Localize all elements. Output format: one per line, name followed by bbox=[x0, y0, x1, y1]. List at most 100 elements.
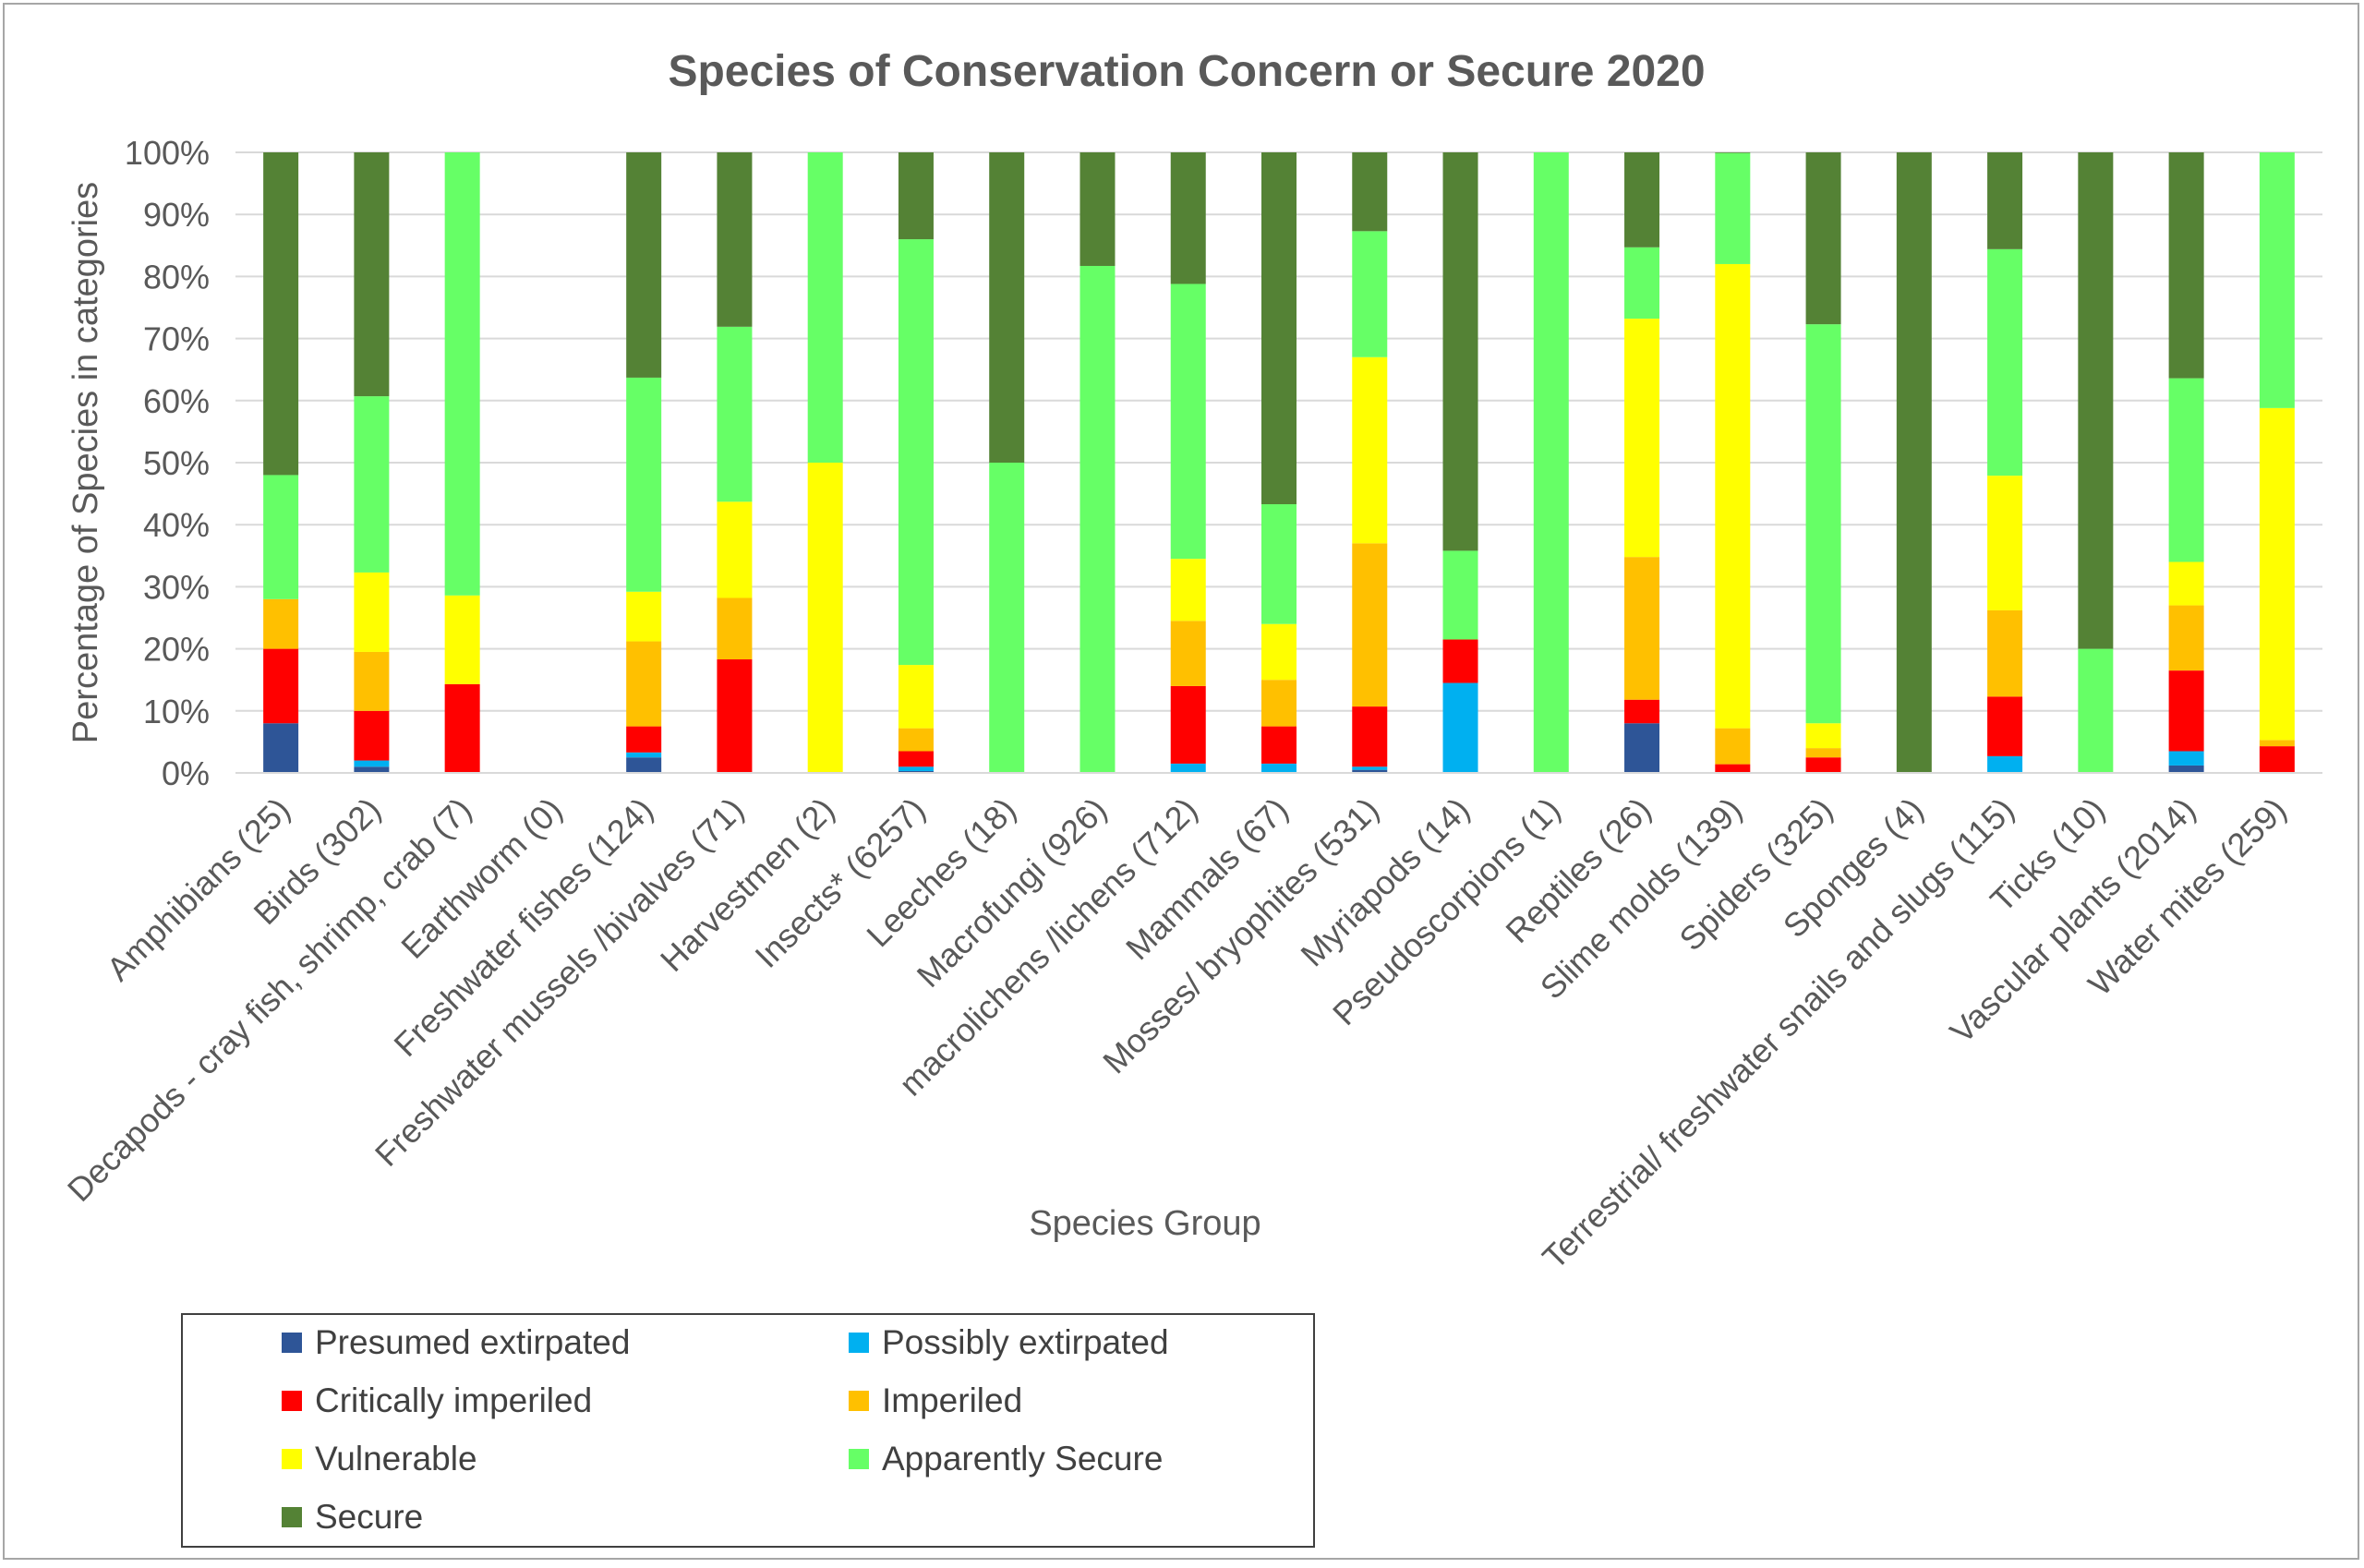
bar-segment bbox=[263, 598, 299, 649]
bar-segment bbox=[1261, 504, 1297, 624]
bar-segment bbox=[807, 463, 843, 773]
bar-segment bbox=[2168, 378, 2204, 562]
bar-segment bbox=[1715, 152, 1751, 153]
bar-segment bbox=[898, 770, 934, 773]
bar-segment bbox=[1442, 550, 1478, 640]
bar-stack bbox=[1442, 152, 1478, 773]
bar-segment bbox=[1987, 609, 2023, 697]
legend-swatch bbox=[282, 1333, 302, 1353]
bars bbox=[263, 152, 2295, 773]
bar-stack bbox=[898, 152, 934, 773]
bar-segment bbox=[1261, 680, 1297, 727]
bar-stack bbox=[354, 152, 390, 773]
bar-stack bbox=[1352, 152, 1388, 773]
bar-segment bbox=[2259, 740, 2295, 747]
legend-swatch bbox=[282, 1391, 302, 1411]
bar-segment bbox=[626, 752, 662, 758]
legend-item: Critically imperiled bbox=[282, 1381, 592, 1419]
bar-segment bbox=[1533, 152, 1569, 773]
x-tick-label: Earthworm (0) bbox=[393, 790, 569, 966]
bar-segment bbox=[1170, 763, 1206, 773]
bar-stack bbox=[989, 152, 1025, 773]
bar-segment bbox=[354, 651, 390, 711]
bar-segment bbox=[1170, 621, 1206, 686]
bar-segment bbox=[2168, 561, 2204, 606]
legend-box bbox=[181, 1313, 1315, 1548]
bar-segment bbox=[1805, 757, 1841, 773]
bar-segment bbox=[1261, 152, 1297, 505]
legend-swatch bbox=[849, 1449, 869, 1469]
y-tick-label: 20% bbox=[143, 631, 210, 669]
bar-segment bbox=[354, 710, 390, 761]
bar-segment bbox=[1352, 543, 1388, 707]
bar-segment bbox=[1715, 728, 1751, 765]
bar-stack bbox=[1715, 152, 1751, 773]
chart-title: Species of Conservation Concern or Secur… bbox=[668, 47, 1705, 96]
legend-label: Presumed extirpated bbox=[315, 1323, 630, 1361]
bar-segment bbox=[1170, 283, 1206, 560]
bar-segment bbox=[898, 766, 934, 771]
y-tick-label: 0% bbox=[162, 754, 210, 792]
bar-stack bbox=[1261, 152, 1297, 773]
x-tick-label: Mammals (67) bbox=[1118, 790, 1296, 968]
bar-stack bbox=[2168, 152, 2204, 773]
bar-segment bbox=[1987, 696, 2023, 756]
stacked-bar-chart: Species of Conservation Concern or Secur… bbox=[60, 47, 2322, 1548]
bar-stack bbox=[2259, 152, 2295, 773]
bar-segment bbox=[2168, 605, 2204, 671]
bar-segment bbox=[1442, 152, 1478, 551]
legend-label: Possibly extirpated bbox=[882, 1323, 1169, 1361]
bar-segment bbox=[898, 728, 934, 752]
bar-segment bbox=[1170, 152, 1206, 284]
chart-frame: Species of Conservation Concern or Secur… bbox=[3, 3, 2359, 1560]
bar-segment bbox=[1805, 748, 1841, 758]
bar-segment bbox=[2259, 152, 2295, 408]
bar-segment bbox=[354, 760, 390, 767]
bar-segment bbox=[354, 766, 390, 773]
bar-segment bbox=[989, 152, 1025, 463]
y-axis-ticks: 0% 10% 20% 30% 40% 50% 60% 70% 80% 90% 100% bbox=[125, 134, 210, 792]
bar-segment bbox=[1987, 248, 2023, 476]
bar-segment bbox=[2259, 407, 2295, 741]
bar-segment bbox=[263, 475, 299, 599]
bar-stack bbox=[717, 152, 753, 773]
legend: Presumed extirpated Possibly extirpated Cr… bbox=[181, 1313, 1315, 1548]
x-axis-title: Species Group bbox=[1029, 1204, 1260, 1243]
legend-swatch bbox=[849, 1333, 869, 1353]
bar-segment bbox=[1352, 231, 1388, 357]
bar-segment bbox=[898, 239, 934, 666]
bar-stack bbox=[444, 152, 480, 773]
y-tick-label: 50% bbox=[143, 444, 210, 482]
bar-segment bbox=[626, 591, 662, 642]
bar-segment bbox=[717, 659, 753, 773]
legend-label: Apparently Secure bbox=[882, 1440, 1163, 1478]
bar-segment bbox=[1624, 319, 1660, 558]
bar-segment bbox=[263, 152, 299, 476]
bar-stack bbox=[1170, 152, 1206, 773]
bar-segment bbox=[1261, 763, 1297, 773]
bar-segment bbox=[1352, 356, 1388, 544]
bar-segment bbox=[717, 152, 753, 327]
bar-segment bbox=[2168, 751, 2204, 766]
legend-swatch bbox=[282, 1449, 302, 1469]
bar-segment bbox=[1987, 476, 2023, 610]
bar-segment bbox=[1715, 764, 1751, 773]
y-tick-label: 10% bbox=[143, 693, 210, 730]
bar-segment bbox=[444, 683, 480, 773]
bar-segment bbox=[1442, 639, 1478, 683]
bar-segment bbox=[626, 757, 662, 773]
y-tick-label: 90% bbox=[143, 196, 210, 234]
legend-items: Presumed extirpated Possibly extirpated Cr… bbox=[282, 1323, 1169, 1536]
bar-segment bbox=[1624, 699, 1660, 724]
y-axis-title: Percentage of Species in categories bbox=[66, 182, 105, 743]
y-tick-label: 80% bbox=[143, 258, 210, 296]
bar-segment bbox=[626, 641, 662, 727]
bar-segment bbox=[1352, 706, 1388, 767]
bar-stack bbox=[1533, 152, 1569, 773]
bar-segment bbox=[717, 501, 753, 598]
bar-segment bbox=[354, 396, 390, 573]
bar-segment bbox=[1352, 769, 1388, 773]
bar-segment bbox=[717, 597, 753, 660]
bar-segment bbox=[1442, 682, 1478, 773]
bar-segment bbox=[1624, 152, 1660, 247]
